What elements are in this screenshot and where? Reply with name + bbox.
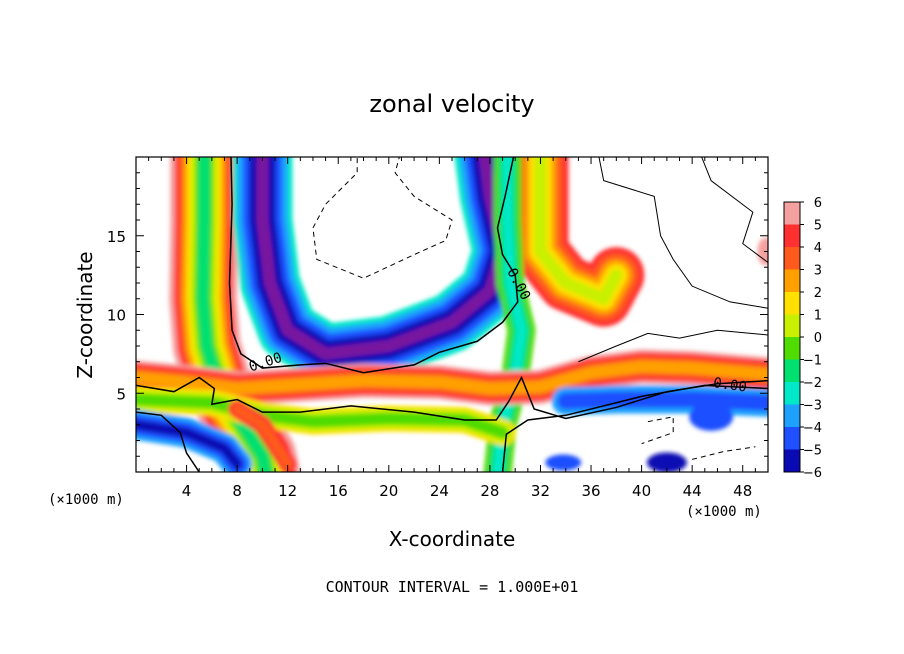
x-tick-label: 32 [531, 482, 550, 500]
y-tick-labels: 5 10 15 [107, 228, 126, 404]
colorbar-tick-label: −4 [803, 421, 822, 436]
band-west-column [196, 157, 272, 472]
contour-lines [136, 157, 768, 472]
colorbar-tick-label: 2 [814, 286, 822, 301]
x-tick-label: 20 [379, 482, 398, 500]
colorbar-tick-label: 5 [814, 219, 822, 234]
colorbar-swatch [784, 449, 800, 472]
contour-negative-upper [312, 157, 453, 279]
colorbar-swatch [784, 269, 800, 292]
x-tick-label: 12 [278, 482, 297, 500]
contour-positive-upper-right [598, 157, 768, 309]
contour-zero-sw [136, 411, 200, 472]
contour-positive-mid-right [578, 329, 768, 363]
y-tick-label: 10 [107, 307, 126, 325]
x-tick-label: 4 [182, 482, 192, 500]
colorbar-swatch [784, 359, 800, 382]
contour-positive-edge [701, 157, 768, 263]
contour-negative-small [641, 416, 674, 445]
colorbar-tick-label: 1 [814, 309, 822, 324]
contour-zero-se [501, 384, 768, 472]
contour-negative-bottom [692, 446, 756, 460]
blob-negative-east [689, 402, 734, 431]
colorbar: 6 5 4 3 2 1 0 −1 −2 −3 −4 −5 −6 [783, 196, 822, 481]
y-tick-label: 15 [107, 228, 126, 246]
colorbar-tick-label: −5 [803, 444, 822, 459]
x-tick-label: 40 [632, 482, 651, 500]
band-lower-negative [136, 419, 243, 470]
x-tick-label: 8 [232, 482, 242, 500]
contour-interval-note: CONTOUR INTERVAL = 1.000E+01 [326, 578, 579, 596]
band-east-column [534, 157, 623, 305]
colorbar-swatch [784, 427, 800, 450]
colorbar-swatch [784, 382, 800, 405]
colorbar-tick-label: 6 [814, 196, 822, 211]
colorbar-tick-label: −3 [803, 399, 822, 414]
colorbar-swatch [784, 337, 800, 360]
colorbar-tick-label: 4 [814, 241, 822, 256]
contour-zero-lower [136, 375, 768, 421]
x-tick-label: 16 [329, 482, 348, 500]
blob-edge-positive [757, 237, 768, 266]
colorbar-swatch [784, 404, 800, 427]
band-lower-positive [136, 360, 768, 395]
band-lower-red-core [232, 404, 293, 470]
contour-label-3: 0.00 [712, 375, 748, 396]
colorbar-tick-label: −2 [803, 376, 822, 391]
x-tick-label: 28 [480, 482, 499, 500]
colorbar-swatch [784, 202, 800, 225]
colorbar-swatch [784, 247, 800, 270]
x-axis-title: X-coordinate [389, 527, 516, 551]
x-unit-left: (×1000 m) [48, 492, 124, 508]
colorbar-tick-label: 3 [814, 264, 822, 279]
y-tick-label: 5 [116, 385, 126, 403]
band-lower-east-negative [557, 391, 768, 411]
blob-negative-bottom [646, 452, 687, 472]
colorbar-swatch [784, 224, 800, 247]
blob-negative-bottom-2 [545, 454, 582, 471]
chart-title: zonal velocity [369, 90, 534, 118]
colorbar-tick-label: −1 [803, 354, 822, 369]
colorbar-swatch [784, 292, 800, 315]
plot-area: 0.000.000.00 [135, 156, 769, 473]
colorbar-tick-label: 0 [814, 331, 822, 346]
x-tick-label: 24 [430, 482, 449, 500]
colorbar-tick-label: −6 [803, 466, 822, 481]
colorbar-swatch [784, 314, 800, 337]
x-tick-label: 36 [581, 482, 600, 500]
velocity-field: 0.000.000.00 [136, 157, 768, 472]
x-unit-right: (×1000 m) [686, 504, 762, 520]
plot-frame [135, 156, 769, 473]
x-tick-labels: 4 8 12 16 20 24 28 32 36 40 44 48 [182, 482, 752, 500]
x-tick-label: 48 [733, 482, 752, 500]
x-tick-label: 44 [683, 482, 702, 500]
y-axis-title: Z-coordinate [73, 251, 97, 378]
contour-zero-upper [228, 157, 519, 374]
